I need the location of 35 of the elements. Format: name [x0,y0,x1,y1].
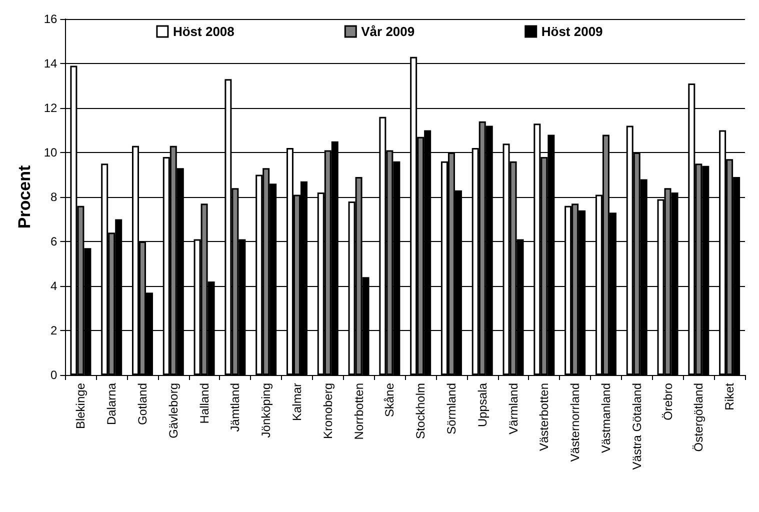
legend-label: Vår 2009 [361,24,415,39]
x-tick-label: Riket [722,382,737,410]
x-tick-label: Sörmland [444,383,458,434]
y-tick-label: 2 [50,324,58,338]
x-tick-label: Värmland [506,383,520,434]
x-tick-label: Västra Götaland [630,383,644,470]
y-tick-label: 4 [50,279,58,293]
x-tick-label: Jönköping [259,383,274,438]
x-tick-label: Gotland [135,383,150,426]
x-tick-label: Västernorrland [568,383,582,462]
y-axis-title: Procent [15,165,34,229]
legend-label: Höst 2009 [541,24,603,39]
x-tick-label: Uppsala [475,382,490,428]
x-tick-label: Dalarna [104,382,119,426]
x-tick-label: Östergötland [692,383,706,452]
y-tick-label: 14 [44,56,58,70]
y-tick-label: 12 [44,101,58,115]
x-tick-label: Stockholm [414,383,428,440]
y-tick-label: 16 [44,12,58,26]
x-tick-label: Västmanland [598,383,613,454]
x-tick-label: Blekinge [74,382,88,430]
x-tick-label: Västerbotten [537,383,552,452]
y-tick-label: 0 [50,368,58,382]
x-tick-label: Gävleborg [166,383,180,438]
x-tick-label: Halland [197,383,212,424]
x-tick-label: Kronoberg [320,383,335,440]
y-tick-label: 6 [50,234,58,248]
x-tick-label: Örebro [660,382,675,420]
x-tick-label: Norrbotten [352,383,366,440]
y-tick-label: 8 [50,190,58,204]
y-tick-label: 10 [44,146,58,160]
x-tick-label: Jämtland [228,383,242,432]
x-tick-label: Skåne [382,382,397,418]
legend-label: Höst 2008 [172,24,234,39]
x-tick-label: Kalmar [290,383,304,422]
